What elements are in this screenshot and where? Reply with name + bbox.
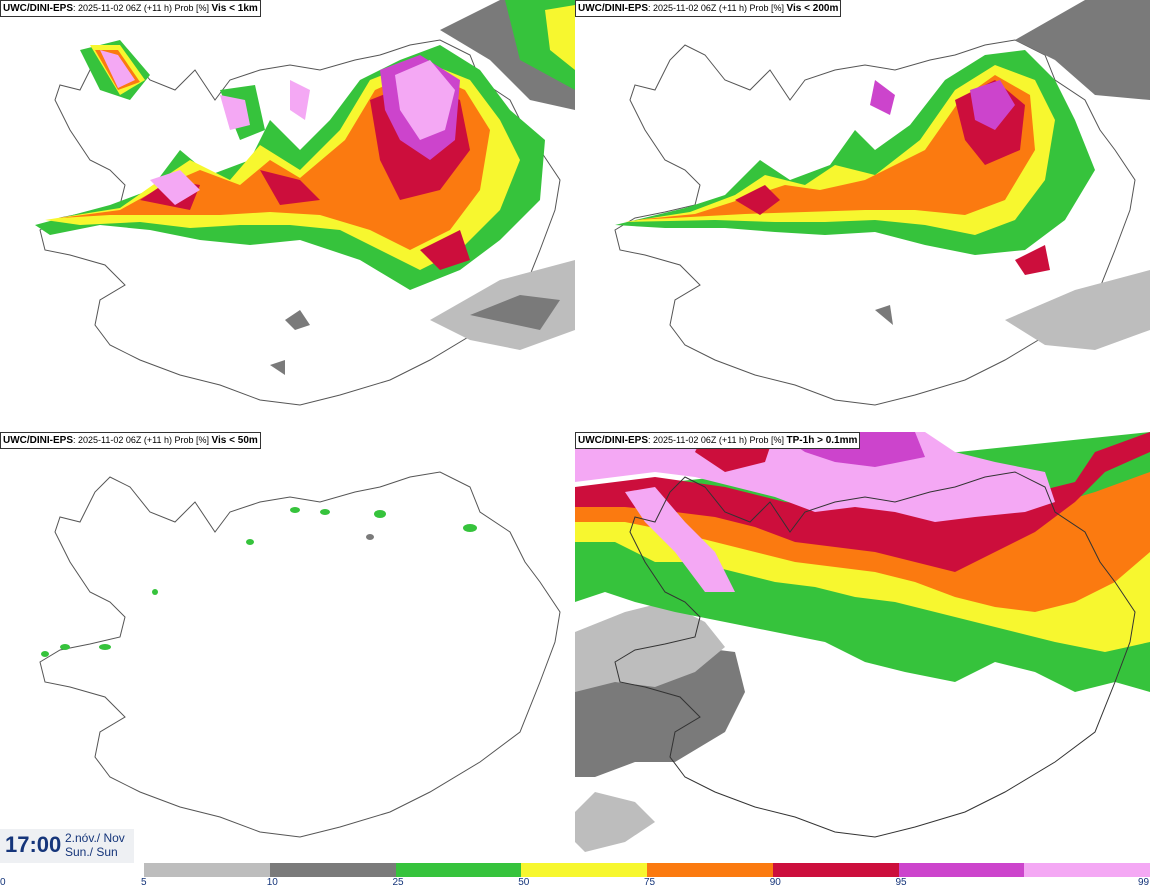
colorbar-tick-label: 5	[141, 877, 147, 888]
colorbar-segment	[144, 863, 270, 877]
colorbar-segment	[898, 863, 1025, 877]
colorbar-segment	[395, 863, 522, 877]
map-vis-200m	[575, 0, 1150, 432]
probability-colorbar	[144, 863, 1150, 877]
colorbar-tick-label: 99	[1138, 877, 1150, 888]
valid-date: 2.nóv./ Nov Sun./ Sun	[65, 831, 125, 859]
map-vis-50m	[0, 432, 575, 864]
colorbar-segment	[269, 863, 396, 877]
colorbar-tick-label: 90	[769, 877, 781, 888]
colorbar-segment	[772, 863, 899, 877]
valid-date-line1: 2.nóv./ Nov	[65, 831, 125, 845]
map-panel-vis-200m: UWC/DINI-EPS: 2025-11-02 06Z (+11 h) Pro…	[575, 0, 1150, 432]
panel-title: UWC/DINI-EPS: 2025-11-02 06Z (+11 h) Pro…	[575, 432, 861, 449]
panel-title: UWC/DINI-EPS: 2025-11-02 06Z (+11 h) Pro…	[0, 0, 261, 17]
map-panel-tp-1h: UWC/DINI-EPS: 2025-11-02 06Z (+11 h) Pro…	[575, 432, 1150, 864]
map-tp-1h	[575, 432, 1150, 864]
colorbar-tick-label: 25	[392, 877, 404, 888]
map-panel-vis-1km: UWC/DINI-EPS: 2025-11-02 06Z (+11 h) Pro…	[0, 0, 575, 432]
panel-title: UWC/DINI-EPS: 2025-11-02 06Z (+11 h) Pro…	[575, 0, 842, 17]
colorbar-tick-label: 0	[0, 877, 6, 888]
colorbar-tick-label: 50	[518, 877, 530, 888]
colorbar-tick-label: 10	[266, 877, 278, 888]
valid-date-line2: Sun./ Sun	[65, 845, 118, 859]
map-panel-vis-50m: UWC/DINI-EPS: 2025-11-02 06Z (+11 h) Pro…	[0, 432, 575, 864]
colorbar-segment	[521, 863, 648, 877]
colorbar-segment	[647, 863, 773, 877]
valid-time-box: 17:00 2.nóv./ Nov Sun./ Sun	[0, 829, 134, 863]
panel-title: UWC/DINI-EPS: 2025-11-02 06Z (+11 h) Pro…	[0, 432, 261, 449]
valid-time: 17:00	[5, 832, 62, 857]
map-vis-1km	[0, 0, 575, 432]
colorbar-tick-label: 75	[644, 877, 656, 888]
colorbar-segment	[1024, 863, 1150, 877]
colorbar-tick-label: 95	[895, 877, 907, 888]
